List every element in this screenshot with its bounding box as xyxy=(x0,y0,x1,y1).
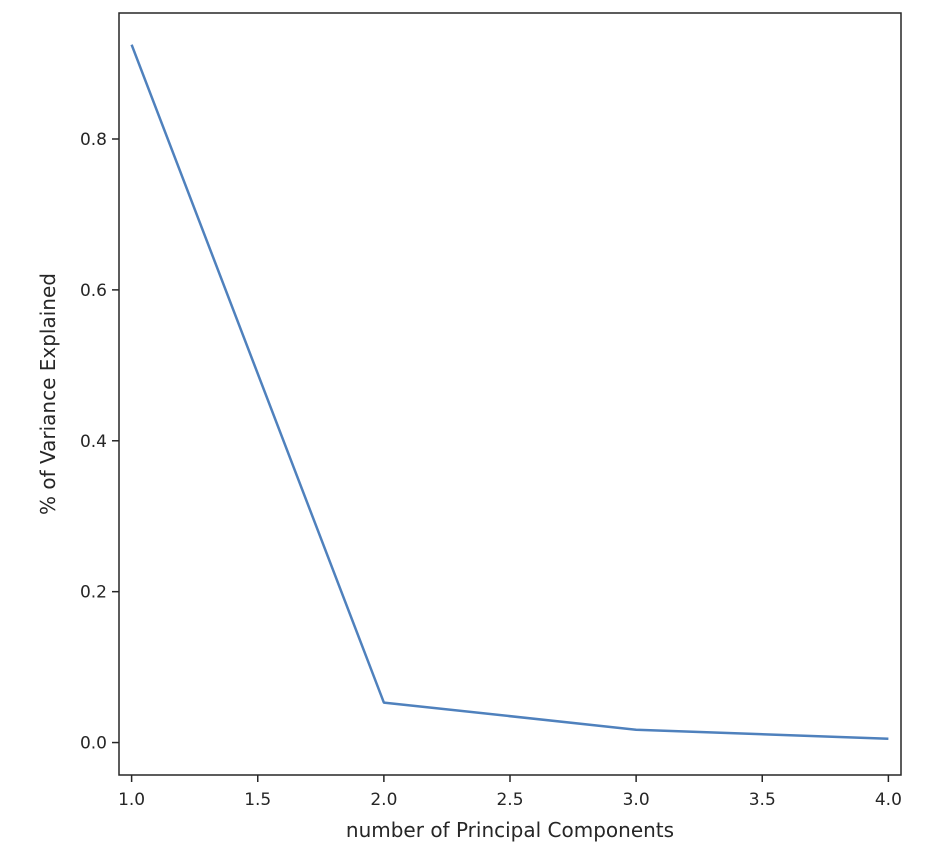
x-axis-ticks: 1.0 1.5 2.0 2.5 3.0 3.5 4.0 xyxy=(118,775,902,810)
plot-background xyxy=(119,13,901,775)
y-axis-title: % of Variance Explained xyxy=(36,273,60,515)
series-layer xyxy=(130,44,889,741)
variance-explained-line xyxy=(130,44,889,741)
x-tick-label: 2.0 xyxy=(370,790,397,810)
x-axis-title: number of Principal Components xyxy=(346,818,674,842)
plot-frame xyxy=(118,12,902,776)
x-tick-label: 1.0 xyxy=(118,790,145,810)
y-tick-label: 0.8 xyxy=(80,130,107,150)
x-tick-label: 2.5 xyxy=(496,790,523,810)
x-tick-label: 1.5 xyxy=(244,790,271,810)
y-tick-label: 0.2 xyxy=(80,583,107,603)
y-tick-label: 0.4 xyxy=(80,432,107,452)
x-tick-label: 3.5 xyxy=(749,790,776,810)
x-tick-label: 3.0 xyxy=(623,790,650,810)
y-axis-ticks: 0.0 0.2 0.4 0.6 0.8 xyxy=(80,130,119,754)
y-tick-label: 0.0 xyxy=(80,734,107,754)
y-tick-label: 0.6 xyxy=(80,281,107,301)
x-tick-label: 4.0 xyxy=(875,790,902,810)
